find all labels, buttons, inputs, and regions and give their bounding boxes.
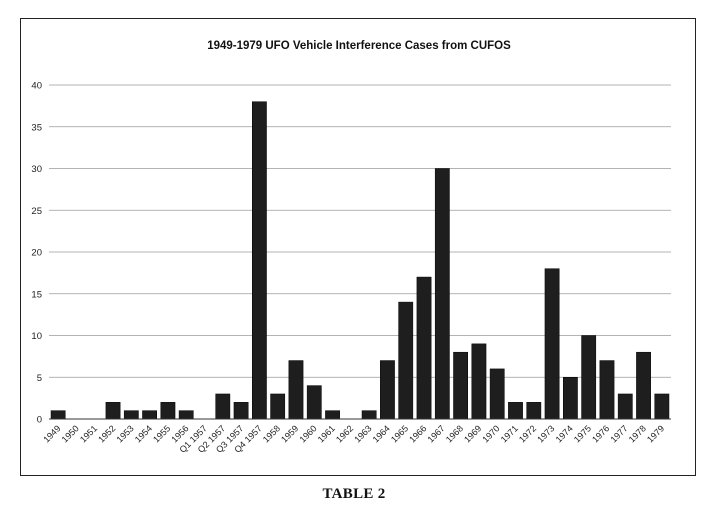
bar-1979 (654, 393, 670, 420)
x-tick-label: 1970 (480, 423, 501, 444)
bar-1958 (270, 393, 286, 420)
y-tick-label: 5 (37, 373, 42, 384)
x-tick-label: 1972 (517, 423, 538, 444)
bar-1972 (526, 402, 542, 420)
x-tick-label: 1953 (115, 423, 136, 444)
x-tick-label: 1975 (572, 423, 593, 444)
bar-1949 (50, 410, 66, 420)
bar-1967 (434, 168, 450, 420)
x-tick-label: 1950 (60, 423, 81, 444)
y-tick-label: 35 (31, 122, 42, 133)
bar-1952 (105, 402, 121, 420)
x-tick-label: 1952 (96, 423, 117, 444)
bar-chart: 1949-1979 UFO Vehicle Interference Cases… (31, 40, 671, 455)
bar-1960 (306, 385, 322, 420)
y-axis-ticks: 0 5 10 15 20 25 30 35 40 (31, 81, 42, 426)
bar-1974 (562, 377, 578, 420)
x-tick-label: 1978 (627, 423, 648, 444)
x-tick-label: 1971 (499, 423, 520, 444)
x-tick-label: 1960 (297, 423, 318, 444)
bar-q4-1957 (251, 101, 267, 420)
bar-q2-1957 (215, 393, 231, 420)
bar-1976 (599, 360, 615, 420)
bar-1965 (398, 301, 414, 420)
x-tick-label: 1958 (261, 423, 282, 444)
x-tick-label: 1968 (444, 423, 465, 444)
table-caption: TABLE 2 (322, 486, 386, 502)
bar-1953 (123, 410, 139, 420)
bar-1977 (617, 393, 633, 420)
bar-1975 (581, 335, 597, 420)
bar-1978 (636, 351, 651, 420)
x-tick-label: 1964 (371, 423, 392, 444)
x-tick-label: 1954 (133, 423, 154, 444)
x-tick-label: 1961 (316, 423, 337, 444)
x-tick-label: 1962 (334, 423, 355, 444)
y-tick-label: 30 (31, 164, 42, 175)
bar-1973 (544, 268, 560, 420)
x-tick-label: 1976 (590, 423, 611, 444)
bars (50, 101, 670, 420)
y-tick-label: 10 (31, 331, 42, 342)
y-tick-label: 20 (31, 248, 42, 259)
x-tick-label: 1977 (608, 423, 629, 444)
y-tick-label: 25 (31, 206, 42, 217)
x-tick-label: 1969 (462, 423, 483, 444)
x-tick-label: 1949 (41, 423, 62, 444)
bar-1963 (361, 410, 377, 420)
bar-1966 (416, 276, 432, 420)
y-tick-label: 40 (31, 81, 42, 92)
x-tick-label: 1974 (554, 423, 575, 444)
bar-1971 (508, 402, 523, 420)
x-tick-label: 1979 (645, 423, 666, 444)
x-tick-label: 1959 (279, 423, 300, 444)
x-tick-label: 1951 (78, 423, 99, 444)
x-tick-label: 1965 (389, 423, 410, 444)
y-tick-label: 15 (31, 289, 42, 300)
bar-1954 (142, 410, 158, 420)
bar-1961 (325, 410, 340, 420)
chart-figure: 1949-1979 UFO Vehicle Interference Cases… (20, 18, 696, 476)
chart-title: 1949-1979 UFO Vehicle Interference Cases… (207, 40, 511, 52)
bar-1970 (489, 368, 505, 420)
x-tick-label: 1973 (535, 423, 556, 444)
x-tick-label: 1963 (352, 423, 373, 444)
bar-1964 (380, 360, 395, 420)
bar-q3-1957 (233, 402, 249, 420)
y-tick-label: 0 (37, 415, 42, 426)
gridlines (49, 84, 671, 378)
bar-1959 (288, 360, 304, 420)
x-tick-label: 1966 (407, 423, 428, 444)
bar-1969 (471, 343, 487, 420)
bar-1956 (178, 410, 194, 420)
x-tick-label: 1955 (151, 423, 172, 444)
x-tick-label: 1967 (426, 423, 447, 444)
bar-1968 (453, 351, 469, 420)
bar-1955 (160, 402, 176, 420)
